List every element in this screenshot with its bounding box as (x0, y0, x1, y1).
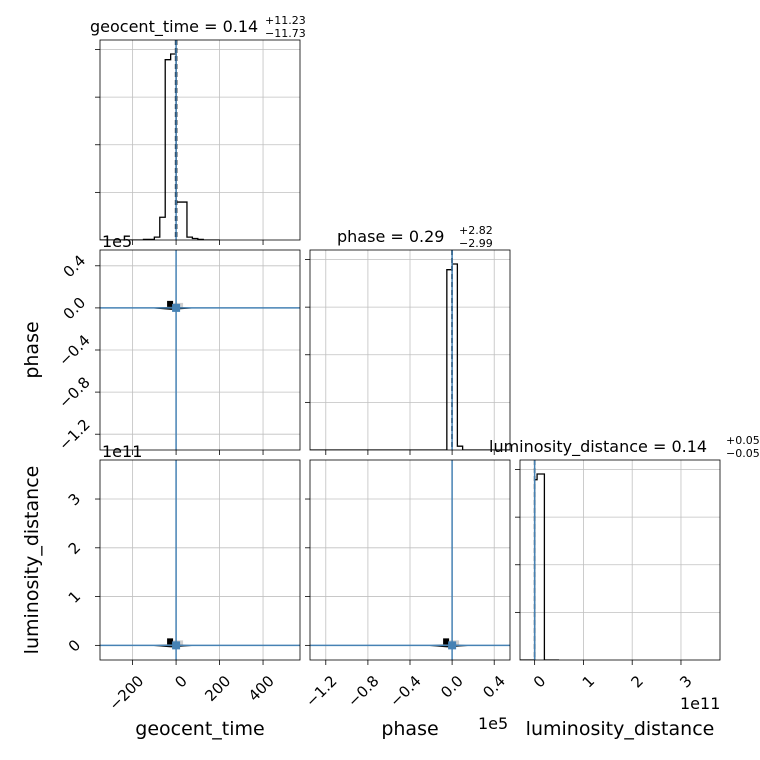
y-axis-label-phase: phase (21, 321, 43, 378)
offset-text-luminosity-distance-x: 1e11 (680, 694, 720, 713)
panel-luminosity-distance-vs-geocent-time: −200 0 200 400 0 1 2 3 (65, 459, 301, 714)
y-axis-label-luminosity-distance: luminosity_distance (21, 466, 43, 655)
density-core-p21 (443, 638, 450, 645)
hist-outline-geocent_time (100, 53, 220, 240)
x-axis-label-phase: phase (381, 718, 438, 740)
p11-frame (309, 249, 511, 451)
y-tick-label-phase: −0.4 (55, 331, 93, 369)
x-tick-label-luminosity_distance: 0 (530, 672, 549, 691)
p20-frame (99, 459, 301, 661)
x-axis-label-geocent-time: geocent_time (135, 718, 264, 740)
x-tick-label-luminosity_distance: 2 (627, 672, 646, 691)
p22-frame (519, 459, 721, 661)
title-luminosity-distance-lower: −0.05 (726, 447, 760, 460)
x-tick-label-luminosity_distance: 1 (579, 672, 598, 691)
truth-marker-p10 (172, 303, 181, 312)
x-tick-label-phase: −1.2 (302, 672, 340, 710)
x-tick-label-phase: −0.4 (386, 672, 424, 710)
panel-phase-vs-geocent-time: −1.2 −0.8 −0.4 0.0 0.4 (55, 249, 301, 455)
x-tick-label-phase: 0.0 (437, 672, 467, 702)
x-tick-label-geocent_time: 0 (171, 672, 190, 691)
truth-marker-p21 (448, 641, 457, 650)
title-phase-main: phase = 0.29 (337, 227, 444, 246)
hist-bar-luminosity_distance (537, 474, 539, 660)
p00-frame (99, 39, 301, 241)
panel-luminosity-distance-vs-phase: −1.2 −0.8 −0.4 0.0 0.4 (302, 459, 511, 711)
x-tick-label-geocent_time: 200 (201, 672, 234, 705)
density-core-p20 (167, 638, 174, 645)
y-tick-label-luminosity_distance: 2 (65, 539, 84, 558)
p10-frame (99, 249, 301, 451)
panel-luminosity-distance-hist: 0 1 2 3 (515, 459, 721, 692)
title-phase: phase = 0.29 +2.82 −2.99 (337, 224, 493, 250)
offset-text-luminosity-distance-y: 1e11 (102, 442, 142, 461)
hist-bar-phase (447, 270, 452, 450)
panel-phase-hist (305, 249, 511, 455)
hist-bar-geocent_time (165, 60, 170, 240)
y-tick-label-phase: −1.2 (55, 415, 93, 453)
hist-bar-geocent_time (182, 202, 187, 240)
title-luminosity-distance: luminosity_distance = 0.14 +0.05 −0.05 (489, 434, 760, 460)
y-tick-label-luminosity_distance: 3 (65, 490, 84, 509)
title-phase-upper: +2.82 (459, 224, 493, 237)
x-tick-label-phase: 0.4 (479, 672, 509, 702)
title-phase-lower: −2.99 (459, 237, 493, 250)
x-tick-label-geocent_time: −200 (105, 672, 147, 714)
truth-marker-p20 (172, 641, 181, 650)
y-tick-label-luminosity_distance: 1 (65, 587, 84, 606)
p21-frame (309, 459, 511, 661)
hist-bar-phase (452, 264, 457, 450)
title-geocent-time-main: geocent_time = 0.14 (90, 17, 258, 37)
hist-bar-geocent_time (160, 217, 165, 240)
x-tick-label-phase: −0.8 (344, 672, 382, 710)
y-tick-label-phase: 0.4 (60, 251, 90, 281)
panel-geocent-time-hist (95, 39, 301, 245)
x-axis-label-luminosity-distance: luminosity_distance (526, 718, 715, 740)
title-geocent-time-upper: +11.23 (265, 14, 306, 27)
title-luminosity-distance-main: luminosity_distance = 0.14 (489, 437, 707, 457)
y-tick-label-phase: 0.0 (60, 294, 90, 324)
hist-outline-luminosity_distance (520, 473, 560, 660)
x-tick-label-luminosity_distance: 3 (676, 672, 695, 691)
y-tick-label-luminosity_distance: 0 (65, 636, 84, 655)
hist-bar-luminosity_distance (540, 474, 542, 660)
density-core-p10 (167, 300, 174, 307)
title-luminosity-distance-upper: +0.05 (726, 434, 760, 447)
title-geocent-time: geocent_time = 0.14 +11.23 −11.73 (90, 14, 306, 40)
y-tick-label-phase: −0.8 (55, 373, 93, 411)
offset-text-phase-y: 1e5 (102, 232, 132, 251)
title-geocent-time-lower: −11.73 (265, 27, 306, 40)
offset-text-phase-x: 1e5 (478, 714, 508, 733)
x-tick-label-geocent_time: 400 (245, 672, 278, 705)
